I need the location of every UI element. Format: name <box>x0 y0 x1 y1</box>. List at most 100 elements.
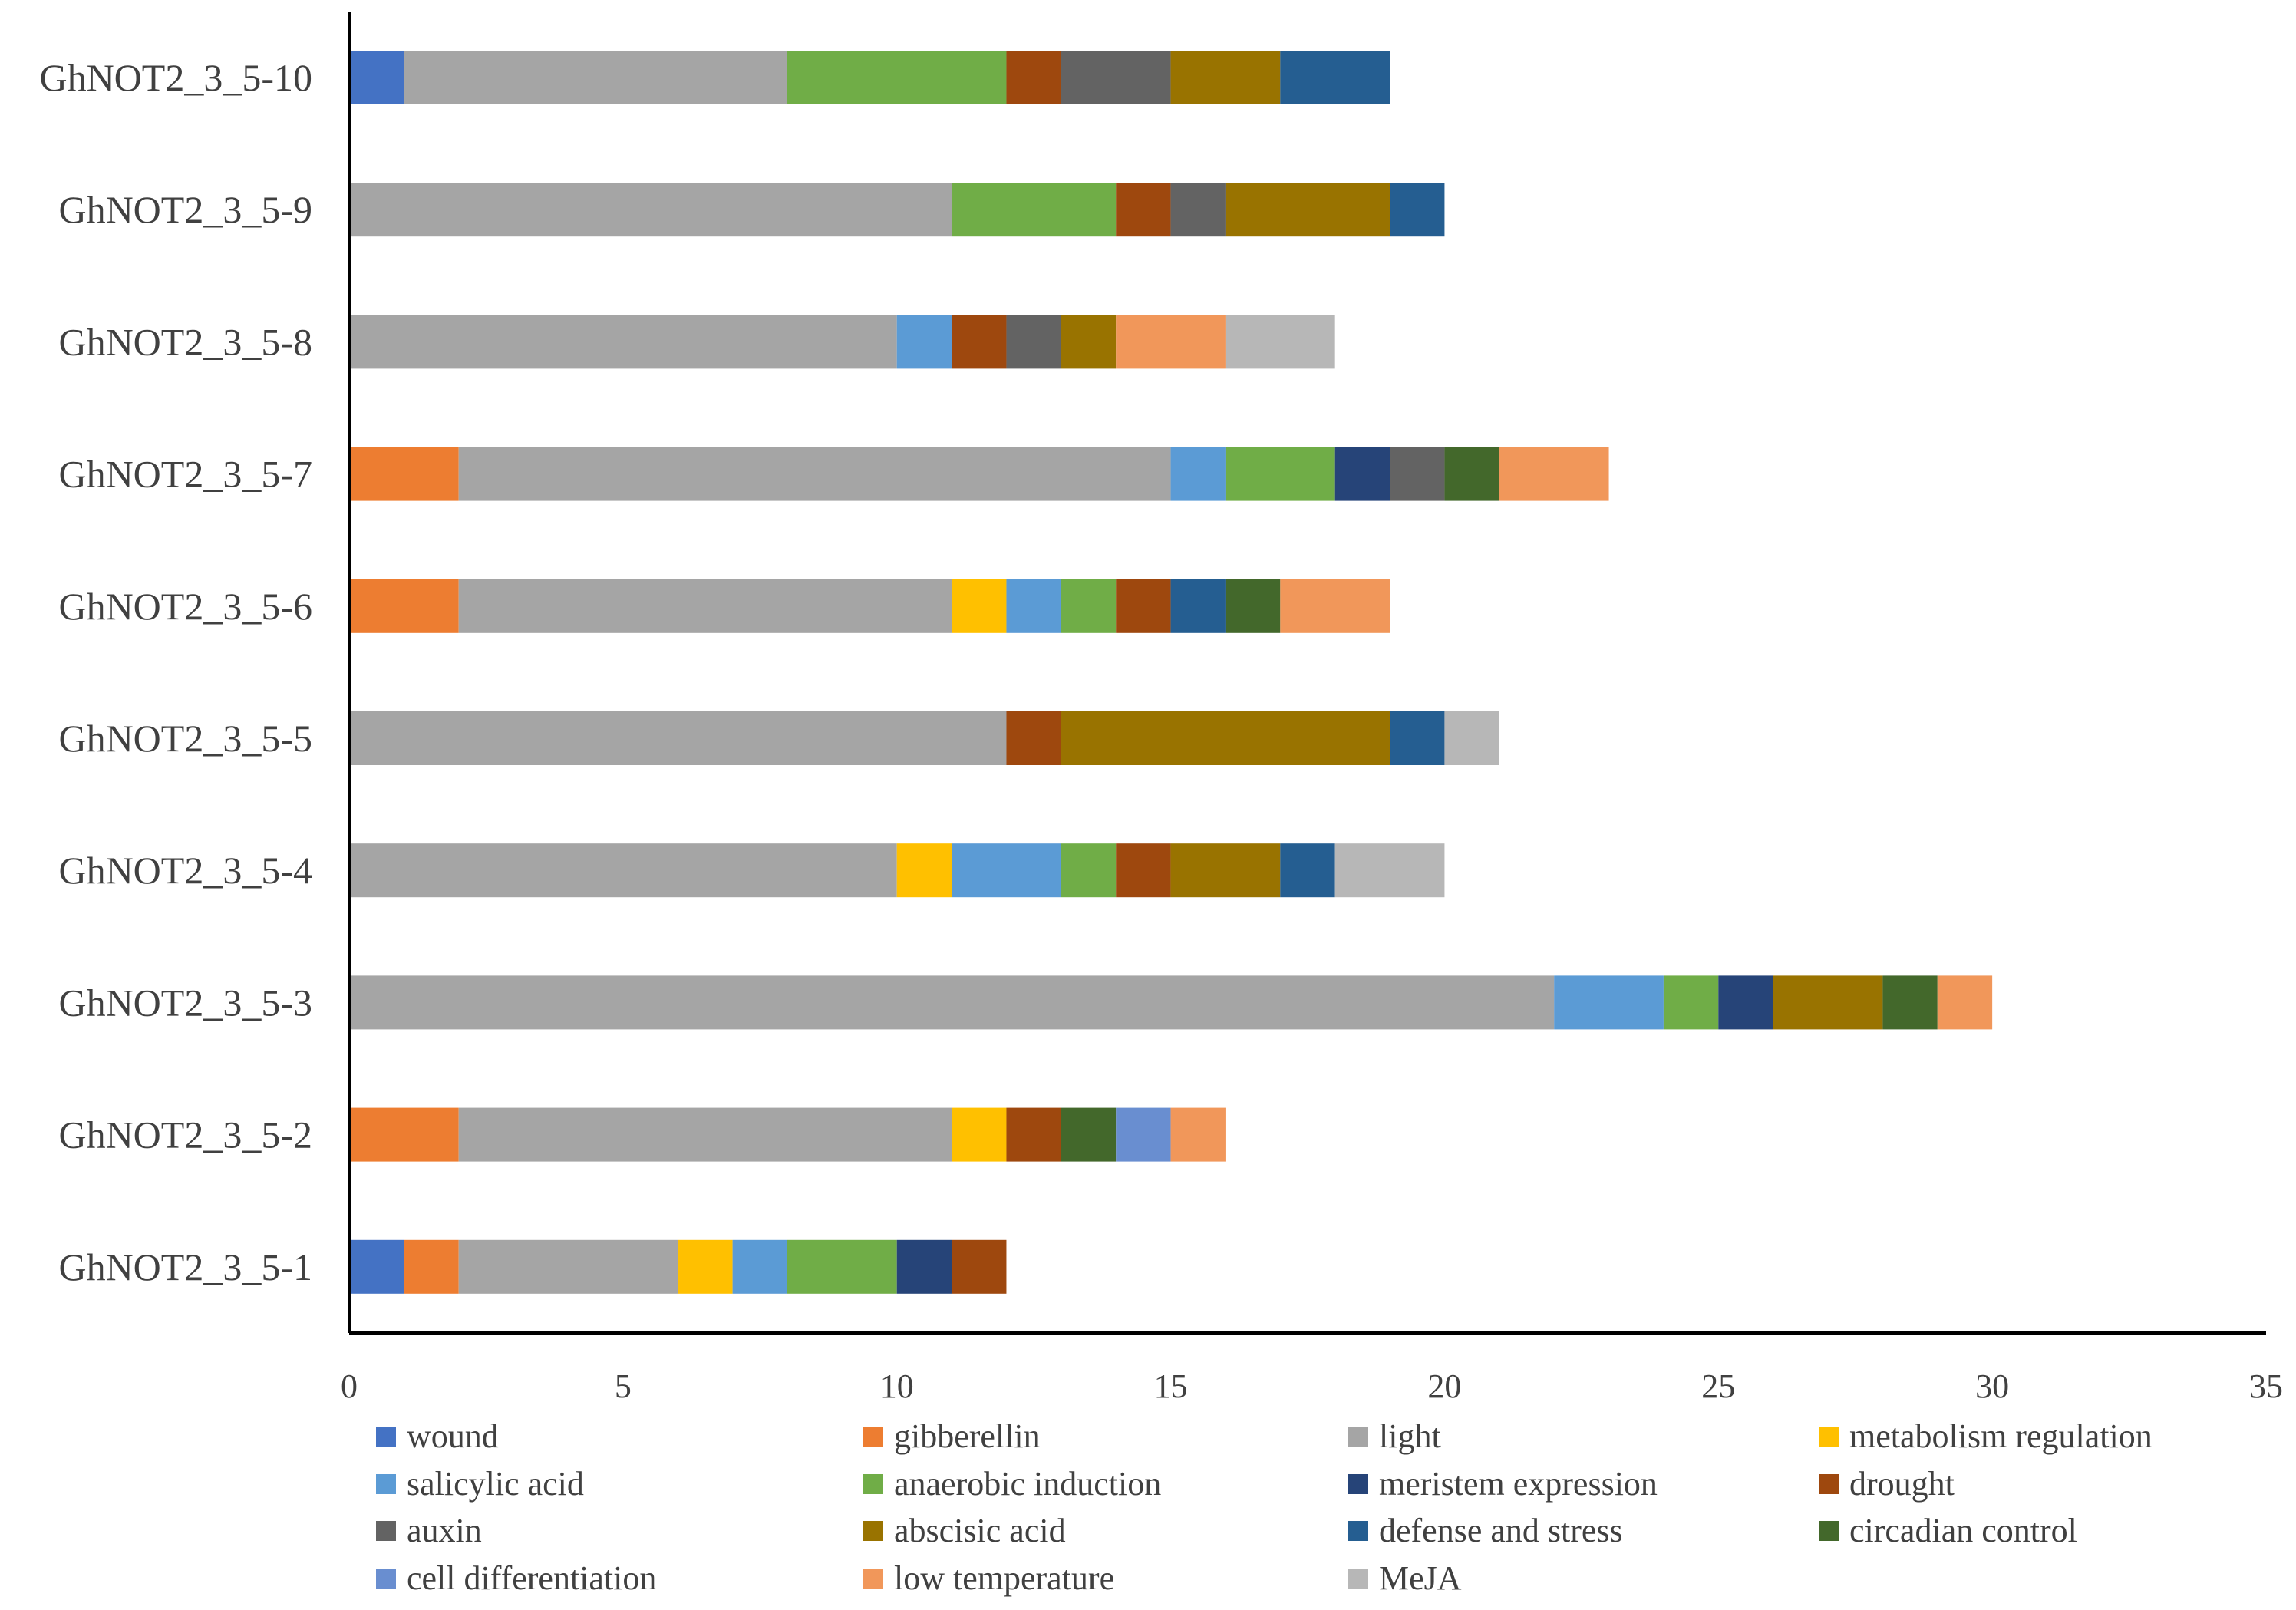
category-label: GhNOT2_3_5-6 <box>58 585 312 628</box>
legend-swatch <box>863 1427 883 1447</box>
bar-segment-drought-GhNOT2_3_5-5 <box>1006 711 1061 765</box>
bar-segment-defense-and-stress-GhNOT2_3_5-6 <box>1170 579 1226 633</box>
axes-group <box>348 12 2266 1335</box>
bar-segment-anaerobic-induction-GhNOT2_3_5-10 <box>787 51 1007 104</box>
bar-segment-light-GhNOT2_3_5-5 <box>349 711 1007 765</box>
category-label: GhNOT2_3_5-5 <box>58 717 312 760</box>
legend-item: low temperature <box>863 1559 1114 1597</box>
x-tick-label: 25 <box>1701 1368 1735 1405</box>
bar-segment-drought-GhNOT2_3_5-10 <box>1006 51 1061 104</box>
bar-segment-low-temperature-GhNOT2_3_5-6 <box>1280 579 1390 633</box>
bar-segment-light-GhNOT2_3_5-4 <box>349 843 897 898</box>
bar-segment-anaerobic-induction-GhNOT2_3_5-9 <box>952 183 1117 237</box>
bar-segment-defense-and-stress-GhNOT2_3_5-4 <box>1280 843 1335 898</box>
legend-label: wound <box>407 1417 499 1455</box>
bar-segment-circadian-control-GhNOT2_3_5-2 <box>1061 1107 1117 1162</box>
legend-label: cell differentiation <box>407 1559 656 1597</box>
bar-segment-defense-and-stress-GhNOT2_3_5-9 <box>1390 183 1445 237</box>
legend-item: gibberellin <box>863 1417 1041 1455</box>
bars-group <box>349 51 1993 1294</box>
legend-swatch <box>1819 1427 1839 1447</box>
legend-item: abscisic acid <box>863 1512 1066 1549</box>
bar-segment-abscisic-acid-GhNOT2_3_5-8 <box>1061 315 1117 369</box>
bar-segment-auxin-GhNOT2_3_5-9 <box>1170 183 1226 237</box>
legend-label: auxin <box>407 1512 482 1549</box>
bar-segment-light-GhNOT2_3_5-8 <box>349 315 897 369</box>
legend-swatch <box>1819 1474 1839 1494</box>
x-tick-label: 10 <box>880 1368 914 1405</box>
bar-segment-meja-GhNOT2_3_5-5 <box>1444 711 1499 765</box>
bar-segment-auxin-GhNOT2_3_5-8 <box>1006 315 1061 369</box>
bar-segment-wound-GhNOT2_3_5-1 <box>349 1239 404 1294</box>
bar-segment-salicylic-acid-GhNOT2_3_5-6 <box>1006 579 1061 633</box>
bar-segment-drought-GhNOT2_3_5-8 <box>952 315 1007 369</box>
legend-swatch <box>376 1569 396 1589</box>
category-label: GhNOT2_3_5-4 <box>58 849 312 892</box>
bar-segment-light-GhNOT2_3_5-1 <box>458 1239 678 1294</box>
bar-segment-meristem-expression-GhNOT2_3_5-7 <box>1334 447 1390 501</box>
bar-segment-light-GhNOT2_3_5-2 <box>458 1107 952 1162</box>
category-label: GhNOT2_3_5-3 <box>58 981 312 1024</box>
category-labels: GhNOT2_3_5-1 GhNOT2_3_5-2 GhNOT2_3_5-3 GhNO… <box>39 56 312 1288</box>
bar-segment-abscisic-acid-GhNOT2_3_5-10 <box>1170 51 1281 104</box>
legend-item: metabolism regulation <box>1819 1417 2152 1455</box>
legend-swatch <box>863 1474 883 1494</box>
bar-segment-anaerobic-induction-GhNOT2_3_5-6 <box>1061 579 1117 633</box>
legend-swatch <box>1348 1427 1368 1447</box>
legend: wound gibberellin light metabolism regulati… <box>376 1417 2152 1597</box>
legend-item: meristem expression <box>1348 1465 1658 1503</box>
legend-item: light <box>1348 1417 1441 1455</box>
bar-segment-drought-GhNOT2_3_5-4 <box>1116 843 1171 898</box>
legend-label: anaerobic induction <box>894 1465 1161 1503</box>
legend-swatch <box>863 1521 883 1541</box>
legend-label: meristem expression <box>1379 1465 1658 1503</box>
bar-segment-defense-and-stress-GhNOT2_3_5-5 <box>1390 711 1445 765</box>
bar-segment-circadian-control-GhNOT2_3_5-7 <box>1444 447 1499 501</box>
bar-segment-abscisic-acid-GhNOT2_3_5-9 <box>1225 183 1390 237</box>
x-tick-label: 30 <box>1975 1368 2009 1405</box>
bar-segment-drought-GhNOT2_3_5-1 <box>952 1239 1007 1294</box>
legend-item: wound <box>376 1417 499 1455</box>
legend-label: defense and stress <box>1379 1512 1623 1549</box>
category-label: GhNOT2_3_5-8 <box>58 320 312 363</box>
bar-segment-auxin-GhNOT2_3_5-7 <box>1390 447 1445 501</box>
bar-segment-salicylic-acid-GhNOT2_3_5-1 <box>732 1239 787 1294</box>
bar-segment-anaerobic-induction-GhNOT2_3_5-3 <box>1663 975 1719 1030</box>
legend-swatch <box>1348 1569 1368 1589</box>
bar-segment-low-temperature-GhNOT2_3_5-8 <box>1116 315 1226 369</box>
category-label: GhNOT2_3_5-7 <box>58 453 312 496</box>
legend-label: light <box>1379 1417 1441 1455</box>
bar-segment-salicylic-acid-GhNOT2_3_5-8 <box>896 315 952 369</box>
bar-segment-metabolism-regulation-GhNOT2_3_5-6 <box>952 579 1007 633</box>
bar-segment-salicylic-acid-GhNOT2_3_5-7 <box>1170 447 1226 501</box>
bar-segment-salicylic-acid-GhNOT2_3_5-4 <box>952 843 1061 898</box>
x-tick-label: 5 <box>615 1368 632 1405</box>
bar-segment-light-GhNOT2_3_5-9 <box>349 183 952 237</box>
bar-segment-anaerobic-induction-GhNOT2_3_5-4 <box>1061 843 1117 898</box>
category-label: GhNOT2_3_5-2 <box>58 1113 312 1156</box>
bar-segment-gibberellin-GhNOT2_3_5-6 <box>349 579 459 633</box>
bar-segment-low-temperature-GhNOT2_3_5-7 <box>1499 447 1609 501</box>
legend-swatch <box>1819 1521 1839 1541</box>
legend-item: drought <box>1819 1465 1955 1503</box>
bar-segment-wound-GhNOT2_3_5-10 <box>349 51 404 104</box>
legend-label: MeJA <box>1379 1559 1462 1597</box>
legend-swatch <box>863 1569 883 1589</box>
category-label: GhNOT2_3_5-1 <box>58 1245 312 1288</box>
legend-item: cell differentiation <box>376 1559 656 1597</box>
legend-item: auxin <box>376 1512 482 1549</box>
x-tick-label: 20 <box>1427 1368 1461 1405</box>
bar-segment-gibberellin-GhNOT2_3_5-7 <box>349 447 459 501</box>
x-tick-label: 35 <box>2249 1368 2283 1405</box>
bar-segment-gibberellin-GhNOT2_3_5-1 <box>404 1239 459 1294</box>
bar-segment-low-temperature-GhNOT2_3_5-3 <box>1937 975 1993 1030</box>
legend-item: defense and stress <box>1348 1512 1623 1549</box>
legend-item: anaerobic induction <box>863 1465 1161 1503</box>
legend-label: low temperature <box>894 1559 1114 1597</box>
legend-item: salicylic acid <box>376 1465 584 1503</box>
legend-label: drought <box>1849 1465 1955 1503</box>
bar-segment-light-GhNOT2_3_5-6 <box>458 579 952 633</box>
bar-segment-metabolism-regulation-GhNOT2_3_5-4 <box>896 843 952 898</box>
bar-segment-light-GhNOT2_3_5-7 <box>458 447 1171 501</box>
